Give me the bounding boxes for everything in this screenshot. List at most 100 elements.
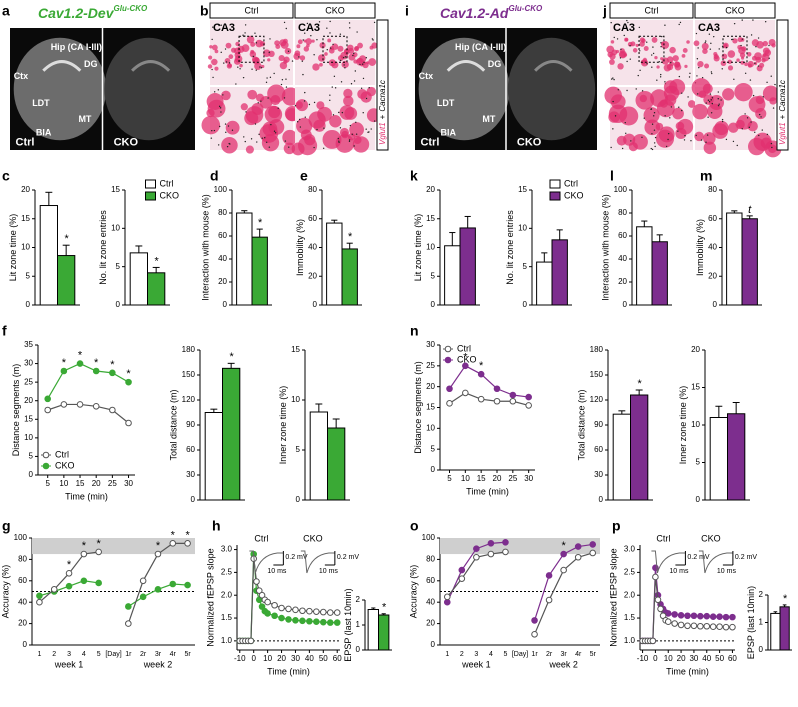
dot <box>302 39 304 41</box>
y-tick-label: 5 <box>431 444 436 453</box>
header-box <box>209 2 294 19</box>
scale-label: 10 ms <box>267 568 287 575</box>
hippocampus <box>534 60 573 72</box>
cell <box>755 56 762 63</box>
x-tick-label: 15 <box>477 474 486 483</box>
point <box>326 609 334 616</box>
y-tick-label: 40 <box>708 243 717 252</box>
dot <box>678 75 681 78</box>
cell <box>347 44 354 52</box>
cell <box>684 64 688 68</box>
point <box>92 402 100 410</box>
dot <box>653 129 656 131</box>
y-tick-label: 80 <box>218 208 227 217</box>
dot <box>365 128 367 130</box>
cell <box>740 60 745 65</box>
dot <box>741 128 743 130</box>
dot <box>334 87 337 89</box>
y-tick-label: 150 <box>590 370 604 379</box>
dot <box>329 94 331 96</box>
dot <box>340 81 343 83</box>
cell <box>625 38 629 42</box>
dot <box>304 91 306 94</box>
dot <box>362 112 364 114</box>
panel-letter: a <box>2 3 10 19</box>
y-tick-label: 120 <box>590 395 604 404</box>
cell <box>296 44 301 49</box>
dot <box>718 103 720 105</box>
bar <box>630 394 649 501</box>
y-axis-label: Lit zone time (%) <box>413 214 423 282</box>
annotation: * <box>126 368 131 380</box>
dot <box>711 97 714 99</box>
cell <box>674 63 682 71</box>
point <box>574 543 582 550</box>
panel-letter: j <box>602 3 607 19</box>
y-tick-label: 15 <box>691 383 700 392</box>
dot <box>301 60 304 62</box>
dot <box>304 32 306 34</box>
cell <box>303 39 307 43</box>
y-tick-label: 0 <box>431 300 436 309</box>
cell <box>245 106 264 124</box>
dot <box>213 129 216 132</box>
panel-letter: e <box>300 168 308 184</box>
dot <box>220 24 222 26</box>
dot <box>651 148 654 151</box>
y-tick-label: 2 <box>759 590 764 599</box>
bar <box>459 227 476 306</box>
dot <box>709 48 712 50</box>
dot <box>355 133 358 135</box>
legend-swatch <box>145 191 156 201</box>
dot <box>660 46 662 48</box>
dot <box>217 144 220 146</box>
dot <box>220 51 222 54</box>
y-tick-label: 2.5 <box>221 568 233 577</box>
dot <box>244 32 246 34</box>
y-tick-label: 120 <box>182 395 196 404</box>
point <box>462 389 469 397</box>
dot <box>242 76 245 79</box>
point <box>65 582 73 590</box>
x-tick-label: 30 <box>689 654 698 663</box>
panel-letter: c <box>2 168 10 184</box>
dot <box>222 94 224 96</box>
cell <box>702 48 708 54</box>
side-label: Vglut1 + Cacna1c <box>778 80 787 145</box>
bar <box>327 427 346 501</box>
point <box>664 618 672 625</box>
dot <box>770 75 772 77</box>
dot <box>316 128 318 131</box>
cell <box>756 41 764 49</box>
gene: Cacna1c <box>378 80 387 112</box>
annotation: * <box>64 233 69 245</box>
bar <box>779 606 790 651</box>
y-tick-label: 0 <box>759 645 764 654</box>
y-tick-label: 60 <box>186 445 195 454</box>
cell <box>268 50 275 58</box>
dot <box>223 62 225 64</box>
dot <box>273 72 275 75</box>
dot <box>740 44 742 47</box>
brain-section <box>507 37 596 141</box>
point <box>271 601 278 609</box>
y-tick-label: 90 <box>594 420 603 429</box>
point <box>65 570 73 577</box>
y-tick-label: 10 <box>691 420 700 429</box>
cell <box>686 40 690 44</box>
y-tick-label: 15 <box>21 214 30 223</box>
cell <box>635 90 655 110</box>
y-tick-label: 90 <box>186 420 195 429</box>
point <box>574 553 582 561</box>
cell <box>254 57 260 62</box>
point <box>531 617 538 624</box>
cell <box>755 95 765 105</box>
dot <box>613 36 615 39</box>
dot <box>643 117 645 119</box>
cell <box>610 40 615 44</box>
dot <box>265 81 268 84</box>
dot <box>646 41 648 43</box>
cell <box>249 51 257 58</box>
cell <box>246 35 255 44</box>
dot <box>704 41 706 44</box>
